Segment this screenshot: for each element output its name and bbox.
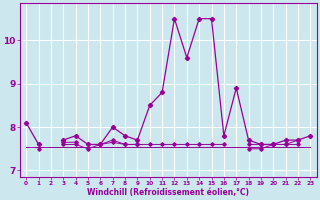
X-axis label: Windchill (Refroidissement éolien,°C): Windchill (Refroidissement éolien,°C) [87,188,249,197]
